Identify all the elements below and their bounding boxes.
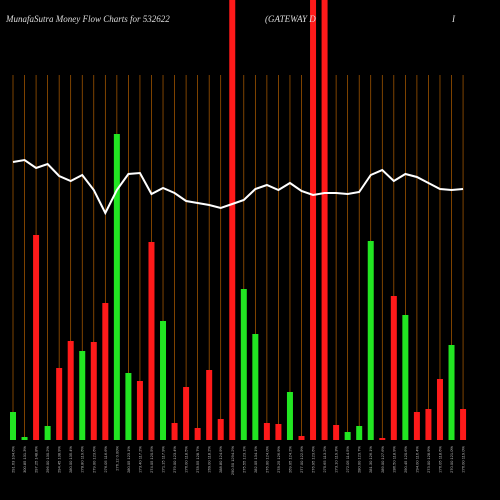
bar (240, 289, 247, 440)
x-tick-label: 278.25 126.9% (276, 446, 281, 473)
x-tick-label: 290.50 1294.2% (230, 446, 235, 476)
bar (460, 409, 467, 440)
x-tick-label: 279.00 123.6% (91, 446, 96, 473)
x-tick-label: 281.30 126.1% (368, 446, 373, 473)
x-tick-label: 280.00 123.7% (357, 446, 362, 473)
bar (321, 0, 328, 440)
bar (160, 321, 167, 440)
bar (333, 425, 340, 440)
bar (44, 426, 51, 440)
bar (252, 334, 259, 440)
bar (171, 423, 178, 440)
x-tick-label: 278.55 128.7% (195, 446, 200, 473)
bar (367, 241, 374, 440)
bar (102, 303, 109, 440)
x-tick-label: 273.40 117.2% (137, 446, 142, 473)
x-tick-label: 289.00 127.6% (380, 446, 385, 473)
x-tick-label: 270.00 121.0% (449, 446, 454, 473)
bar (379, 438, 386, 440)
bar (183, 387, 190, 440)
bar (125, 373, 132, 440)
bar (136, 381, 143, 440)
bar (310, 0, 317, 440)
x-tick-label: 273.10 119.3% (334, 446, 339, 473)
x-tick-label: 296.00 130.2% (45, 446, 50, 473)
x-tick-label: 269.00 118.2% (207, 446, 212, 473)
chart-title-right: I (451, 14, 456, 24)
x-tick-label: 276.00 119.0% (461, 446, 466, 473)
bar (206, 370, 213, 440)
bar (413, 412, 420, 440)
x-tick-label: 279.00 123.4% (172, 446, 177, 473)
money-flow-line (12, 158, 464, 216)
bar (33, 235, 40, 440)
x-tick-label: 286.50 118.9% (391, 446, 396, 473)
x-tick-label: 282.05 134.1% (253, 446, 258, 473)
bar (113, 134, 120, 440)
bar (344, 432, 351, 440)
x-tick-label: 274.05 120.5% (149, 446, 154, 473)
x-tick-label: 276.00 124.0% (264, 446, 269, 473)
bar (10, 412, 16, 440)
x-tick-label: 294.00 116.4% (414, 446, 419, 473)
bar (298, 436, 305, 440)
x-tick-label: 276.05 118.6% (437, 446, 442, 473)
x-tick-label: 294.45 138.9% (57, 446, 62, 473)
plot: 291.63 104.6% 300.85 131.3% 297.25 148.8% 2… (10, 0, 467, 476)
bar (217, 419, 224, 440)
bar (402, 315, 409, 440)
x-tick-label: 300.85 131.3% (22, 446, 27, 473)
bar (263, 423, 270, 440)
bar (21, 437, 28, 440)
x-tick-label: 290.45 120.6% (403, 446, 408, 473)
bar (229, 0, 236, 440)
x-tick-label: 280.05 123.1% (126, 446, 131, 473)
x-tick-label: 272.05 114.5% (345, 446, 350, 473)
chart-title: MunafaSutra Money Flow Charts for 532622 (5, 14, 170, 24)
bar (90, 342, 97, 440)
bar (356, 426, 363, 440)
x-tick-label: 269.05 124.2% (287, 446, 292, 473)
x-tick-label: 275.55 123.1% (241, 446, 246, 473)
bar (194, 428, 201, 440)
x-tick-label: 273.00 128.9% (426, 446, 431, 473)
bar (79, 351, 86, 440)
x-tick-label: 276.12 0.00% (114, 446, 119, 471)
bar (67, 341, 74, 440)
bar (275, 424, 282, 440)
x-tick-label: 288.80 124.9% (218, 446, 223, 473)
x-tick-label: 276.00 118.5% (184, 446, 189, 473)
bar (436, 379, 443, 440)
bar (286, 392, 293, 440)
bar (390, 296, 397, 440)
x-tick-label: 277.00 122.9% (299, 446, 304, 473)
x-tick-label: 278.80 119.6% (80, 446, 85, 473)
x-tick-label: 280.00 135.4% (68, 446, 73, 473)
x-tick-label: 271.15 117.9% (161, 446, 166, 473)
x-tick-label: 276.05 116.6% (103, 446, 108, 473)
bar (448, 345, 455, 440)
bar (425, 409, 432, 440)
x-tick-label: 276.95 123.6% (311, 446, 316, 473)
bar (148, 242, 155, 440)
bar (56, 368, 63, 440)
x-tick-label: 275.65 113.2% (322, 446, 327, 473)
chart-subtitle: (GATEWAY D (265, 14, 316, 24)
x-tick-label: 297.25 148.8% (34, 446, 39, 473)
x-tick-label: 291.63 104.6% (11, 446, 16, 473)
